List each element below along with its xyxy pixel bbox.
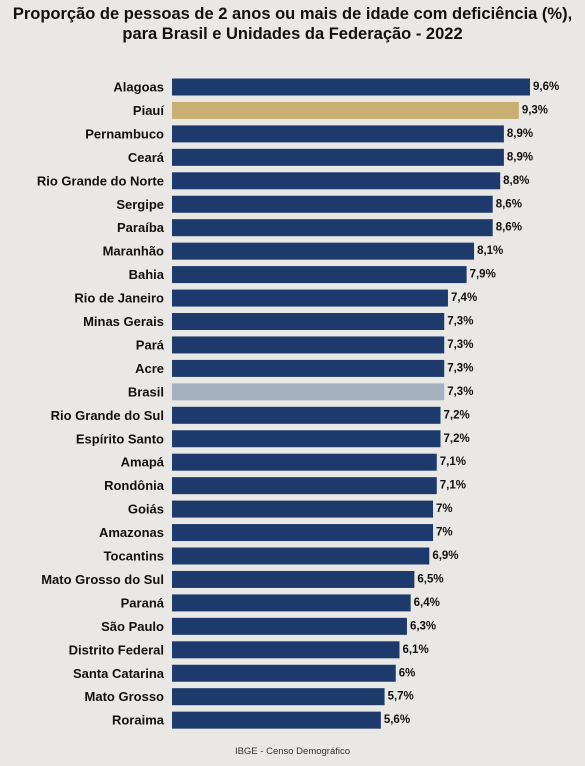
value-label-pernambuco: 8,9% xyxy=(507,128,533,140)
bar-distrito-federal xyxy=(172,641,400,659)
category-label-distrito-federal: Distrito Federal xyxy=(69,642,164,657)
category-label-amapa: Amapá xyxy=(121,455,165,470)
category-label-goias: Goiás xyxy=(128,502,164,517)
category-label-roraima: Roraima xyxy=(112,713,165,728)
category-label-minas-gerais: Minas Gerais xyxy=(83,314,164,329)
value-label-maranhao: 8,1% xyxy=(477,245,503,257)
value-label-paraiba: 8,6% xyxy=(496,222,522,234)
value-label-rio-grande-do-sul: 7,2% xyxy=(444,409,470,421)
category-label-sergipe: Sergipe xyxy=(116,197,164,212)
category-label-santa-catarina: Santa Catarina xyxy=(73,666,165,681)
value-label-rio-de-janeiro: 7,4% xyxy=(451,292,477,304)
category-label-ceara: Ceará xyxy=(128,150,165,165)
category-label-pernambuco: Pernambuco xyxy=(85,126,164,141)
category-label-mato-grosso-do-sul: Mato Grosso do Sul xyxy=(41,572,164,587)
bar-goias xyxy=(172,500,434,518)
value-label-amazonas: 7% xyxy=(436,527,453,539)
bar-alagoas xyxy=(172,78,530,96)
category-label-rio-de-janeiro: Rio de Janeiro xyxy=(74,291,164,306)
value-label-brasil: 7,3% xyxy=(447,386,473,398)
value-label-rondonia: 7,1% xyxy=(440,480,466,492)
value-label-distrito-federal: 6,1% xyxy=(402,644,428,656)
bar-mato-grosso xyxy=(172,688,385,706)
bar-amazonas xyxy=(172,524,434,542)
bar-santa-catarina xyxy=(172,664,396,682)
bar-para xyxy=(172,336,445,354)
category-label-paraiba: Paraíba xyxy=(117,220,165,235)
value-label-acre: 7,3% xyxy=(447,362,473,374)
bar-pernambuco xyxy=(172,125,504,143)
category-label-alagoas: Alagoas xyxy=(113,80,164,95)
bar-mato-grosso-do-sul xyxy=(172,570,415,588)
bar-acre xyxy=(172,359,445,377)
value-label-rio-grande-do-norte: 8,8% xyxy=(503,175,529,187)
value-label-sergipe: 8,6% xyxy=(496,198,522,210)
category-label-tocantins: Tocantins xyxy=(104,549,164,564)
value-label-mato-grosso-do-sul: 6,5% xyxy=(417,573,443,585)
chart-subtitle: para Brasil e Unidades da Federação - 20… xyxy=(122,25,463,43)
value-label-para: 7,3% xyxy=(447,339,473,351)
bar-rio-grande-do-norte xyxy=(172,172,501,190)
category-label-rio-grande-do-sul: Rio Grande do Sul xyxy=(51,408,164,423)
value-label-goias: 7% xyxy=(436,503,453,515)
bar-paraiba xyxy=(172,219,493,237)
bar-rio-de-janeiro xyxy=(172,289,448,307)
category-label-amazonas: Amazonas xyxy=(99,525,164,540)
value-label-piaui: 9,3% xyxy=(522,104,548,116)
category-label-bahia: Bahia xyxy=(129,267,165,282)
value-label-amapa: 7,1% xyxy=(440,456,466,468)
category-label-rondonia: Rondônia xyxy=(104,478,165,493)
value-label-tocantins: 6,9% xyxy=(432,550,458,562)
bar-rio-grande-do-sul xyxy=(172,406,441,424)
value-label-minas-gerais: 7,3% xyxy=(447,316,473,328)
bar-roraima xyxy=(172,711,381,729)
value-label-espirito-santo: 7,2% xyxy=(444,433,470,445)
value-label-ceara: 8,9% xyxy=(507,151,533,163)
bar-parana xyxy=(172,594,411,612)
bar-piaui xyxy=(172,101,519,119)
category-label-brasil: Brasil xyxy=(128,384,164,399)
bar-amapa xyxy=(172,453,437,471)
category-label-maranhao: Maranhão xyxy=(103,244,164,259)
category-label-rio-grande-do-norte: Rio Grande do Norte xyxy=(37,173,164,188)
bar-sao-paulo xyxy=(172,617,407,635)
bar-bahia xyxy=(172,266,467,284)
category-label-sao-paulo: São Paulo xyxy=(101,619,164,634)
bar-brasil xyxy=(172,383,445,401)
value-label-roraima: 5,6% xyxy=(384,714,410,726)
source-note: IBGE - Censo Demográfico xyxy=(234,746,351,757)
bar-sergipe xyxy=(172,195,493,213)
bar-rondonia xyxy=(172,477,437,495)
category-label-piaui: Piauí xyxy=(133,103,164,118)
value-label-mato-grosso: 5,7% xyxy=(388,691,414,703)
category-label-parana: Paraná xyxy=(121,595,165,610)
bar-minas-gerais xyxy=(172,313,445,330)
category-label-para: Pará xyxy=(136,337,165,352)
chart-title: Proporção de pessoas de 2 anos ou mais d… xyxy=(12,5,573,23)
category-label-espirito-santo: Espírito Santo xyxy=(76,431,164,446)
value-label-santa-catarina: 6% xyxy=(399,667,416,679)
value-label-alagoas: 9,6% xyxy=(533,81,559,93)
value-label-sao-paulo: 6,3% xyxy=(410,620,436,632)
value-label-parana: 6,4% xyxy=(414,597,440,609)
value-label-bahia: 7,9% xyxy=(470,269,496,281)
bar-maranhao xyxy=(172,242,475,260)
bar-espirito-santo xyxy=(172,430,441,448)
bar-ceara xyxy=(172,148,504,166)
category-label-mato-grosso: Mato Grosso xyxy=(85,689,165,704)
category-label-acre: Acre xyxy=(135,361,164,376)
bar-tocantins xyxy=(172,547,430,565)
chart-title-block: Proporção de pessoas de 2 anos ou mais d… xyxy=(0,4,585,44)
